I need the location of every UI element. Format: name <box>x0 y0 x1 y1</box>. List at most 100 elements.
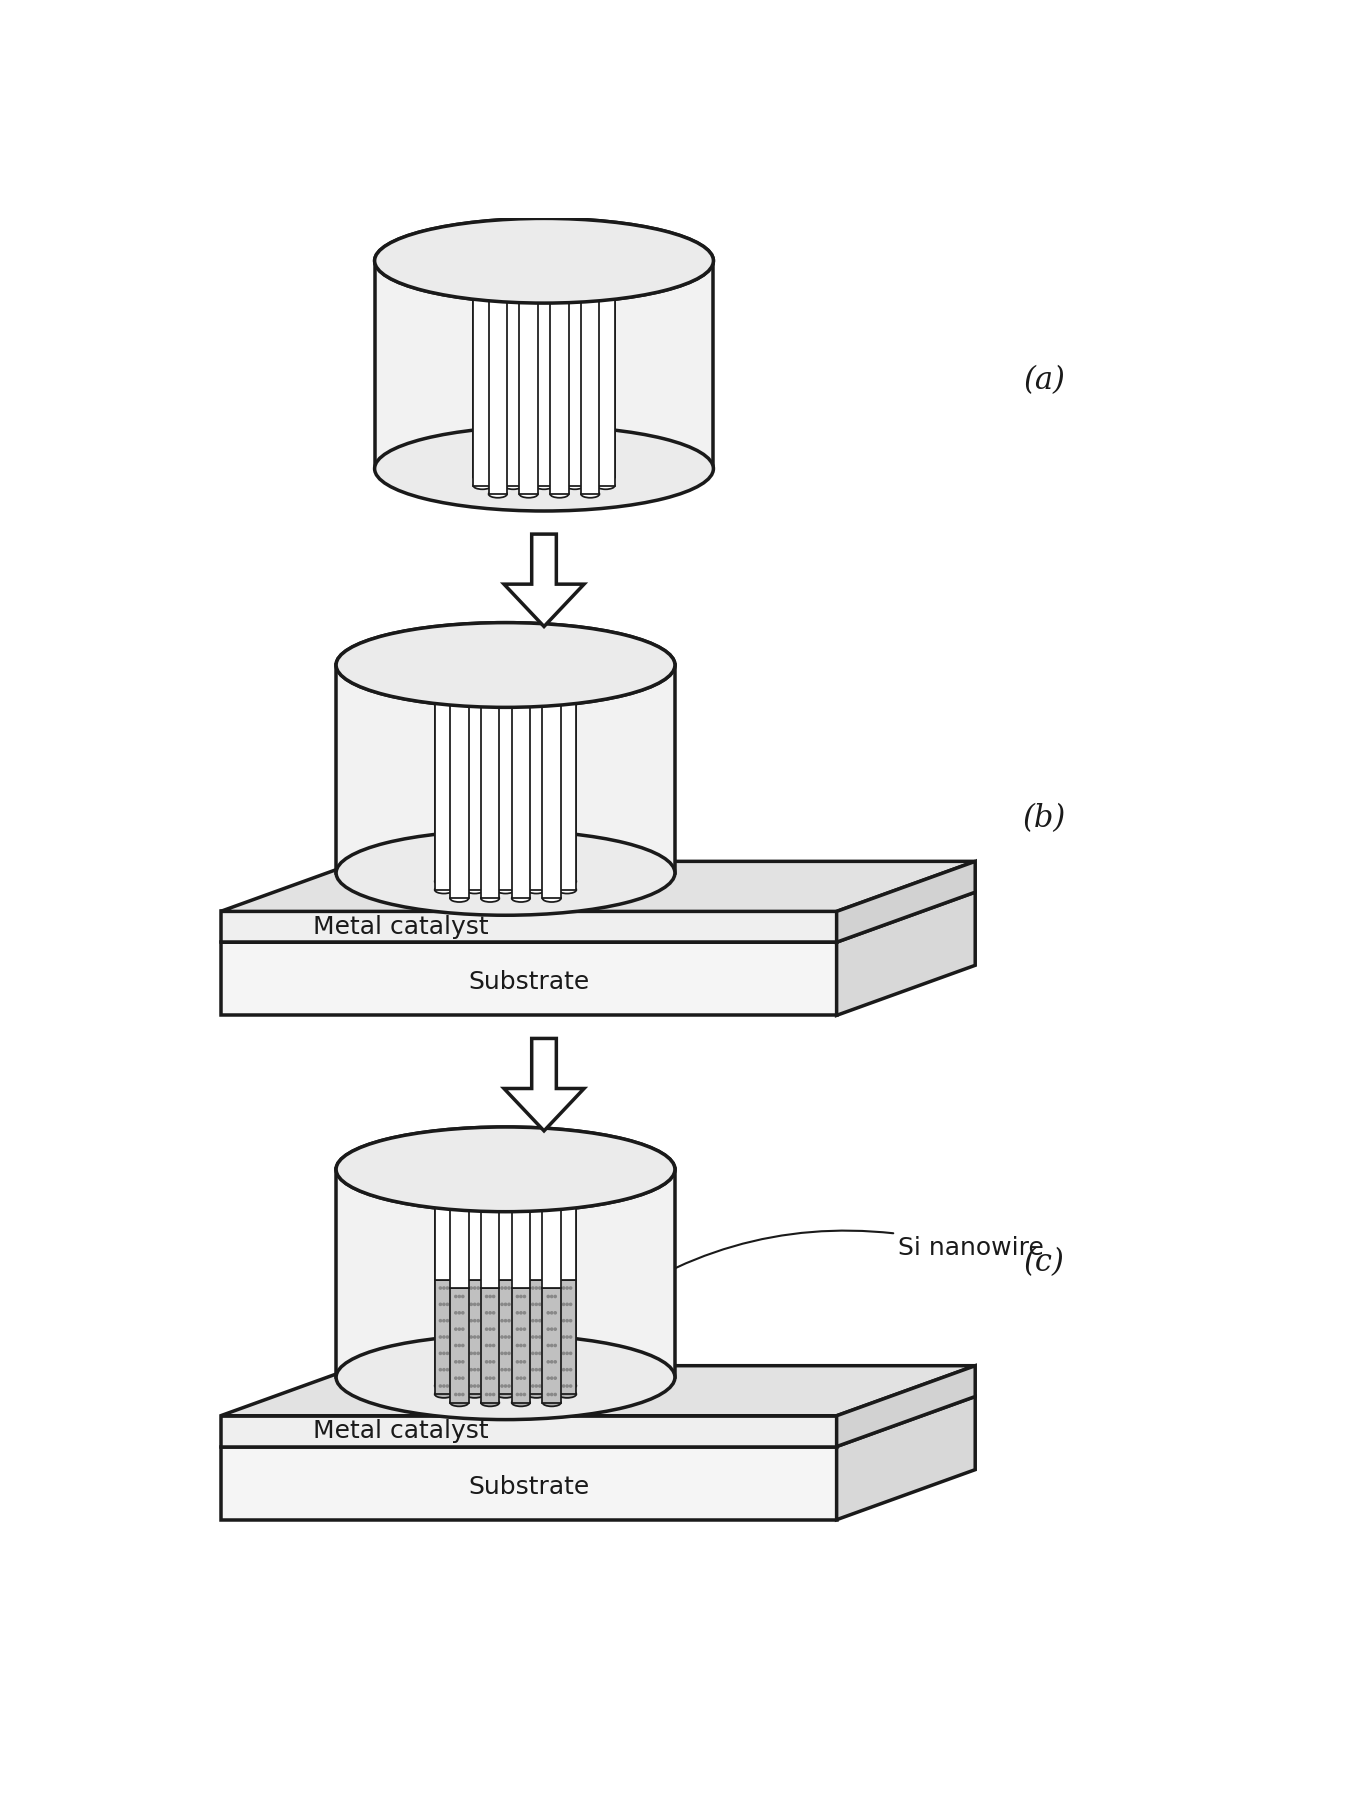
Circle shape <box>569 1385 572 1387</box>
Ellipse shape <box>337 830 674 915</box>
Bar <box>435 682 453 890</box>
Circle shape <box>477 1294 479 1298</box>
Circle shape <box>547 1320 550 1321</box>
Ellipse shape <box>473 482 491 490</box>
Ellipse shape <box>565 482 584 490</box>
Circle shape <box>477 1303 479 1305</box>
Circle shape <box>547 1394 550 1396</box>
Circle shape <box>535 1336 538 1338</box>
Ellipse shape <box>482 1165 499 1174</box>
Circle shape <box>569 1287 572 1289</box>
Circle shape <box>443 1336 445 1338</box>
Circle shape <box>566 1287 568 1289</box>
Circle shape <box>566 1336 568 1338</box>
Circle shape <box>486 1296 488 1298</box>
Circle shape <box>439 1376 442 1380</box>
Circle shape <box>473 1336 476 1338</box>
Ellipse shape <box>543 1400 561 1407</box>
Polygon shape <box>220 1447 837 1520</box>
Circle shape <box>535 1360 538 1363</box>
Bar <box>565 269 584 477</box>
Circle shape <box>508 1310 510 1314</box>
Ellipse shape <box>435 877 453 885</box>
Circle shape <box>471 1303 472 1305</box>
Circle shape <box>562 1327 565 1330</box>
Circle shape <box>550 1394 553 1396</box>
Circle shape <box>443 1369 445 1370</box>
Circle shape <box>505 1294 506 1298</box>
Circle shape <box>524 1320 525 1321</box>
Circle shape <box>535 1352 538 1354</box>
Bar <box>450 664 469 874</box>
Circle shape <box>454 1345 457 1347</box>
Circle shape <box>550 1312 553 1314</box>
Circle shape <box>524 1378 525 1380</box>
Circle shape <box>492 1352 495 1354</box>
Circle shape <box>488 1296 491 1298</box>
Circle shape <box>539 1310 540 1314</box>
Circle shape <box>505 1336 506 1338</box>
Circle shape <box>532 1352 534 1354</box>
Circle shape <box>532 1294 534 1298</box>
Ellipse shape <box>465 886 484 894</box>
Circle shape <box>488 1312 491 1314</box>
Circle shape <box>562 1336 565 1338</box>
Bar <box>543 1263 561 1378</box>
Circle shape <box>462 1361 464 1363</box>
Circle shape <box>566 1303 568 1305</box>
Ellipse shape <box>435 1390 453 1398</box>
Ellipse shape <box>482 1190 499 1198</box>
Circle shape <box>439 1336 442 1338</box>
Circle shape <box>562 1369 565 1370</box>
Ellipse shape <box>482 870 499 877</box>
Circle shape <box>454 1378 457 1380</box>
Ellipse shape <box>565 275 584 282</box>
Circle shape <box>524 1336 525 1338</box>
Bar <box>596 278 614 486</box>
Circle shape <box>473 1320 476 1321</box>
Circle shape <box>471 1320 472 1321</box>
Circle shape <box>473 1352 476 1354</box>
Circle shape <box>516 1312 518 1314</box>
Circle shape <box>535 1369 538 1370</box>
Circle shape <box>566 1352 568 1354</box>
Circle shape <box>501 1369 503 1370</box>
Ellipse shape <box>435 1381 453 1389</box>
Circle shape <box>520 1303 523 1305</box>
Bar <box>558 673 576 881</box>
Circle shape <box>554 1320 557 1321</box>
Circle shape <box>505 1352 506 1354</box>
Bar <box>435 1272 453 1385</box>
Bar <box>497 1272 514 1385</box>
Circle shape <box>462 1394 464 1396</box>
Circle shape <box>532 1385 534 1387</box>
Bar <box>482 1170 499 1263</box>
Circle shape <box>492 1320 495 1321</box>
Circle shape <box>439 1320 442 1321</box>
Circle shape <box>535 1327 538 1330</box>
Circle shape <box>539 1343 540 1347</box>
Ellipse shape <box>520 282 538 289</box>
Circle shape <box>505 1376 506 1380</box>
Circle shape <box>454 1336 457 1338</box>
Circle shape <box>508 1343 510 1347</box>
Circle shape <box>501 1278 503 1281</box>
Ellipse shape <box>527 1174 546 1181</box>
Circle shape <box>550 1352 553 1354</box>
Circle shape <box>569 1320 572 1321</box>
Circle shape <box>566 1327 568 1330</box>
Circle shape <box>520 1345 523 1347</box>
Circle shape <box>520 1296 523 1298</box>
Ellipse shape <box>497 1174 514 1181</box>
Bar <box>435 1178 453 1272</box>
Ellipse shape <box>512 870 531 877</box>
Circle shape <box>458 1369 461 1370</box>
Text: (b): (b) <box>1023 803 1066 835</box>
Ellipse shape <box>535 473 553 480</box>
Circle shape <box>471 1278 472 1281</box>
Circle shape <box>569 1360 572 1363</box>
Circle shape <box>508 1376 510 1380</box>
Ellipse shape <box>450 1400 469 1407</box>
Ellipse shape <box>497 670 514 677</box>
Bar <box>558 682 576 890</box>
